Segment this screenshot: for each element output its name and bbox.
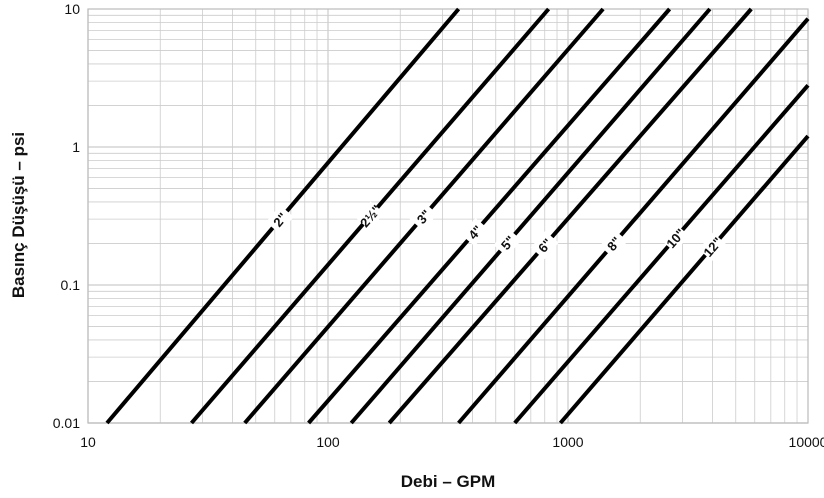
series-label-group: 3" xyxy=(409,202,438,231)
series-line xyxy=(307,7,672,425)
series-label-background xyxy=(356,201,385,230)
series-line xyxy=(558,134,810,425)
x-axis-title: Debi – GPM xyxy=(401,472,495,491)
x-axis-ticks: 10 100 1000 10000 xyxy=(80,434,824,450)
plot-frame xyxy=(87,8,809,424)
series-line xyxy=(349,7,712,425)
series-line xyxy=(387,7,753,425)
series-label-background xyxy=(409,202,438,231)
x-tick-label: 10000 xyxy=(789,434,824,450)
series-label-group: 8" xyxy=(599,229,628,258)
y-axis-ticks: 0.01 0.1 1 10 xyxy=(53,1,80,431)
series-label-group: 4" xyxy=(461,217,490,247)
series-label-group: 2" xyxy=(265,205,294,234)
series-line xyxy=(457,17,810,425)
y-tick-label: 10 xyxy=(64,1,80,17)
series-label-background xyxy=(599,229,628,258)
y-tick-label: 0.1 xyxy=(61,277,81,293)
chart-series-labels: 2" 2½" 3"4"5" 6" 8" 10" 12" xyxy=(265,201,727,261)
chart-grid xyxy=(87,8,809,424)
x-tick-label: 100 xyxy=(316,434,340,450)
chart-series-lines xyxy=(105,7,810,425)
series-line xyxy=(513,83,810,425)
series-label-background xyxy=(265,205,294,234)
series-label-background xyxy=(698,232,727,261)
y-tick-label: 1 xyxy=(72,139,80,155)
x-tick-label: 1000 xyxy=(552,434,583,450)
y-axis-title: Basınç Düşüşü – psi xyxy=(9,132,28,298)
y-tick-label: 0.01 xyxy=(53,415,80,431)
series-label-group: 6" xyxy=(530,230,559,260)
series-label-group: 5" xyxy=(493,228,522,257)
series-label-background xyxy=(493,228,522,257)
series-label-background xyxy=(461,217,490,247)
series-label-background xyxy=(661,223,690,253)
x-tick-label: 10 xyxy=(80,434,96,450)
series-label-background xyxy=(530,230,559,260)
